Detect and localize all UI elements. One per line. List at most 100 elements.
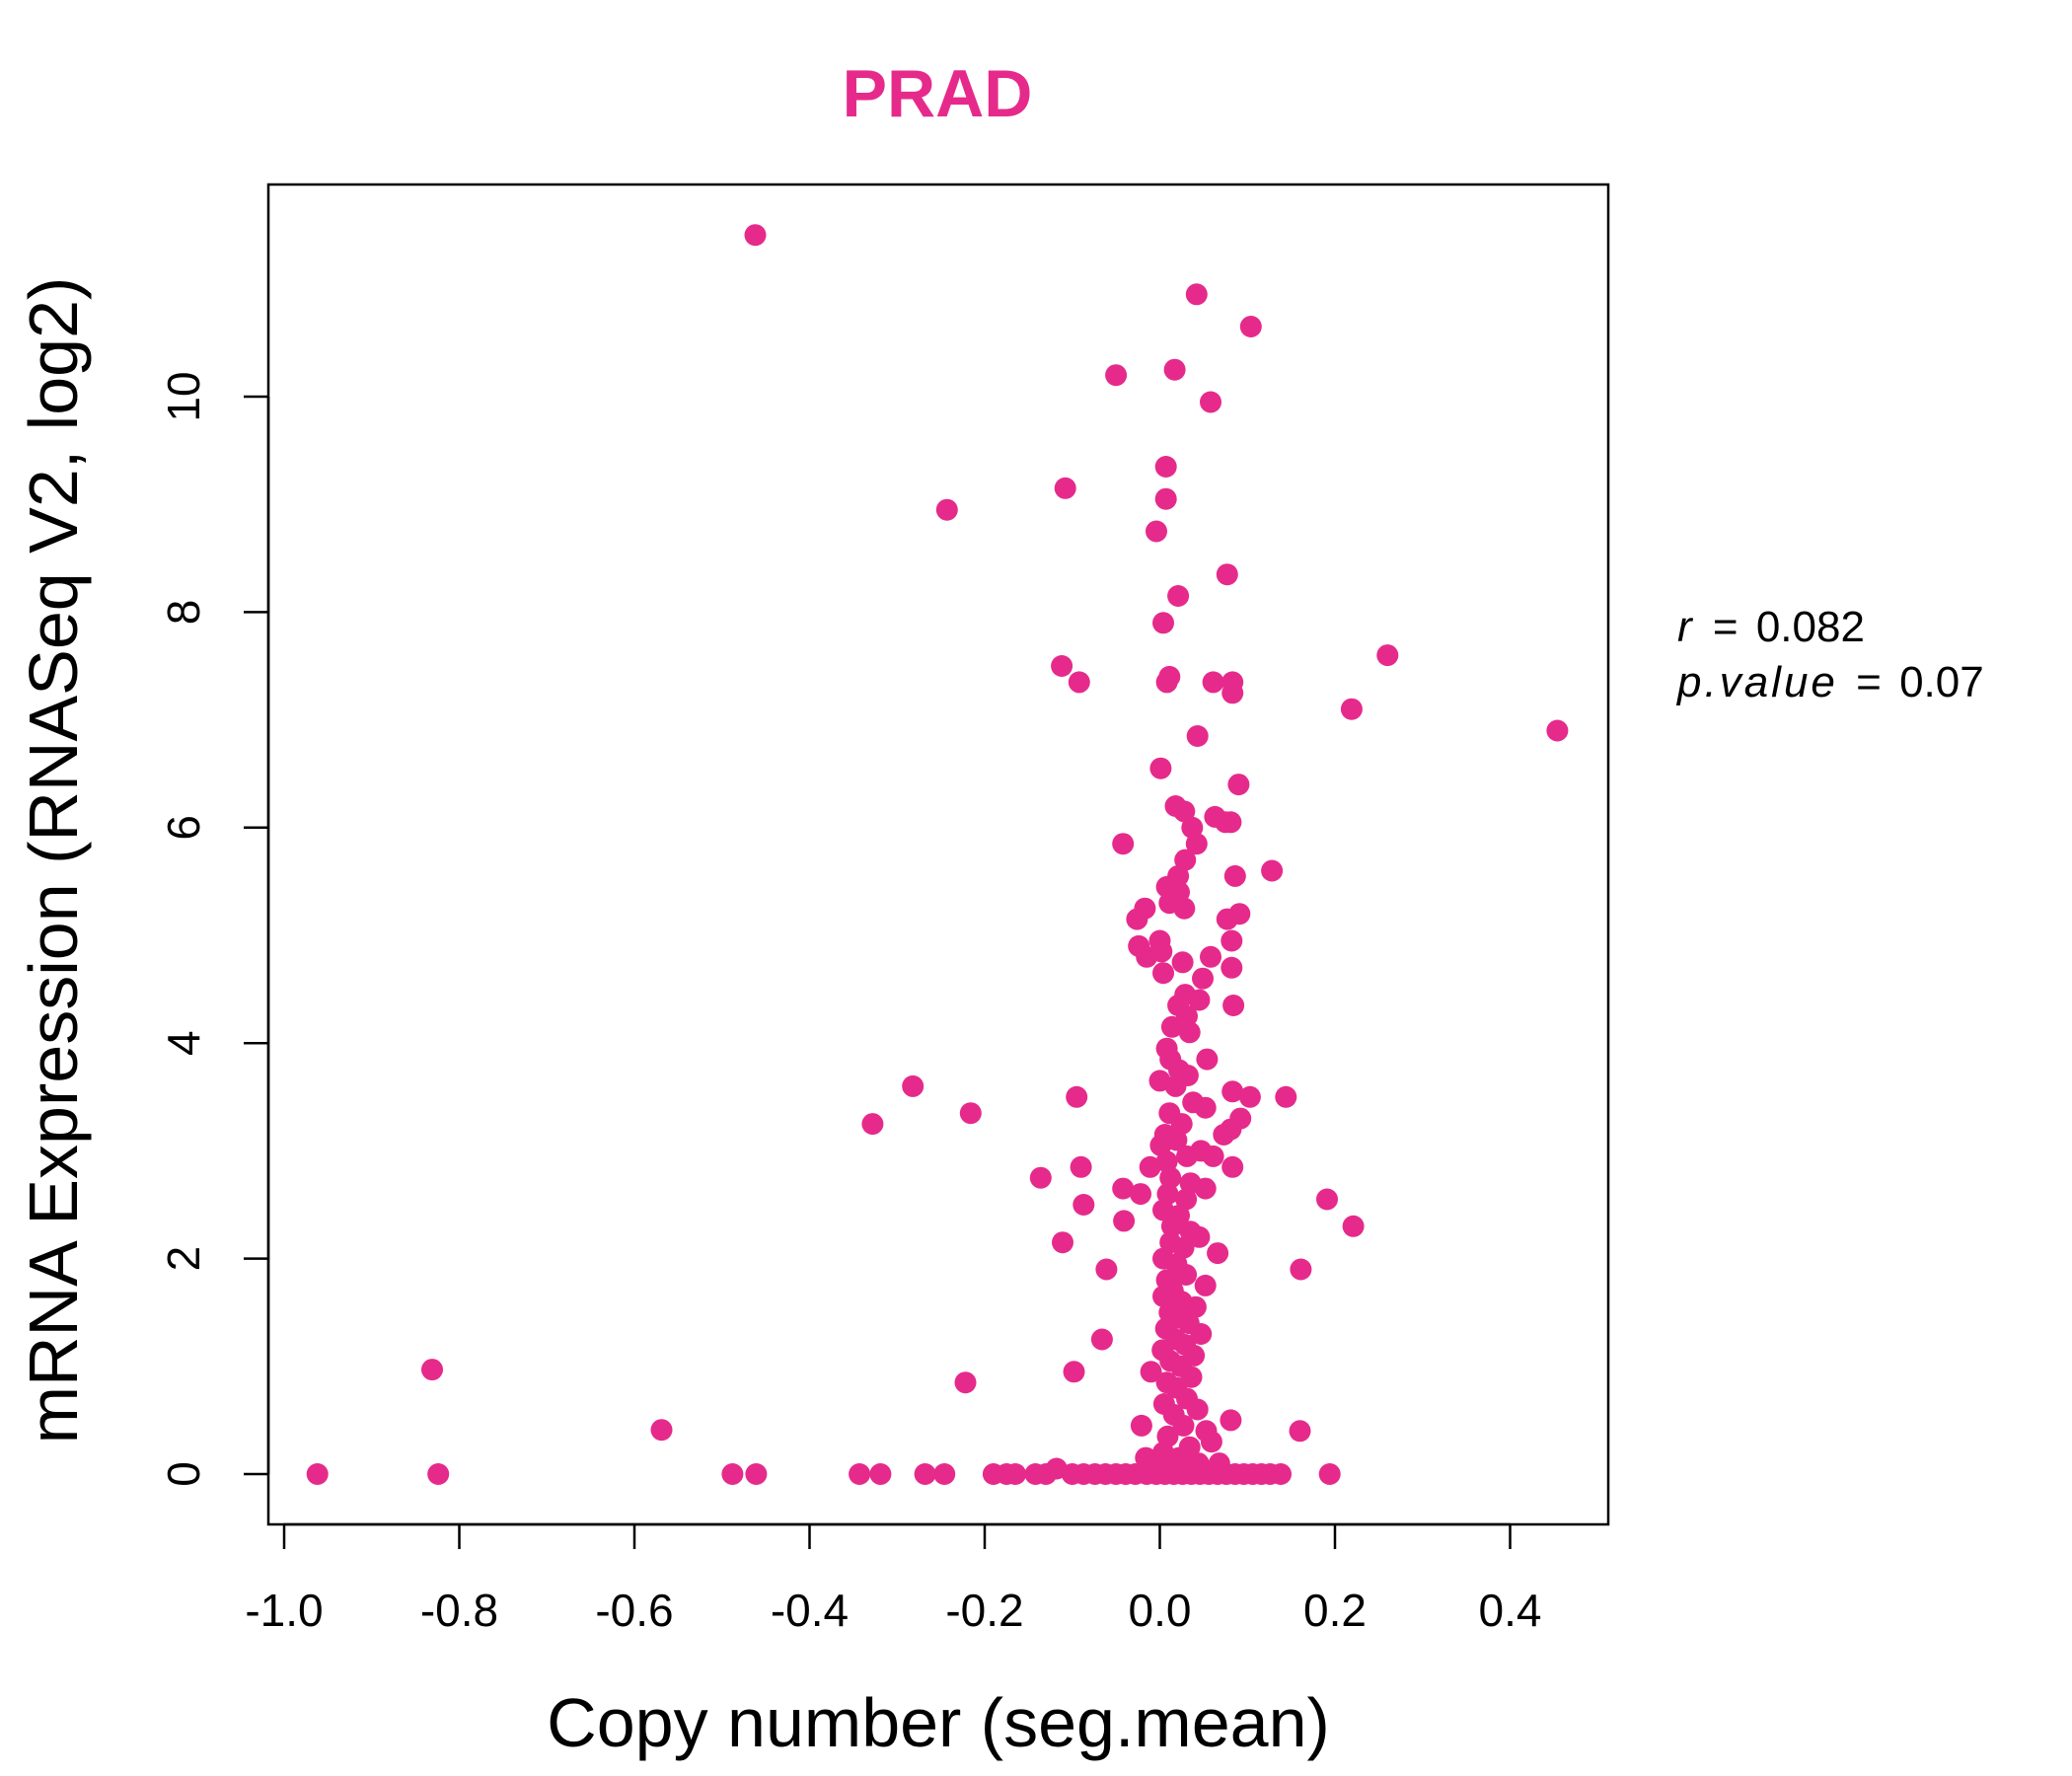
- data-point: [1105, 364, 1128, 387]
- data-point: [1188, 989, 1211, 1011]
- data-point: [1194, 1274, 1217, 1296]
- data-point: [421, 1359, 443, 1381]
- y-tick-label: 4: [158, 1030, 209, 1056]
- data-point: [1221, 1080, 1244, 1103]
- data-point: [1192, 967, 1214, 990]
- data-point: [1239, 316, 1262, 337]
- data-point: [1318, 1463, 1341, 1485]
- data-point: [1004, 1463, 1027, 1485]
- data-point: [1029, 1166, 1052, 1189]
- data-point: [1200, 945, 1221, 968]
- data-point: [1220, 811, 1242, 834]
- data-point: [1113, 1210, 1136, 1232]
- data-point: [1176, 1004, 1198, 1027]
- data-point: [1221, 682, 1244, 704]
- p-stat: p.value = 0.07: [1675, 658, 1984, 706]
- data-point: [1188, 1225, 1211, 1248]
- data-point: [1238, 1085, 1261, 1108]
- r-symbol: r: [1677, 603, 1695, 651]
- data-point: [1112, 1177, 1135, 1200]
- data-point: [1196, 1048, 1219, 1071]
- points-layer: [306, 224, 1569, 1485]
- data-point: [1222, 995, 1245, 1016]
- data-point: [935, 498, 958, 521]
- data-point: [1275, 1085, 1297, 1108]
- data-point: [1163, 358, 1186, 381]
- y-tick-label: 10: [158, 371, 209, 421]
- p-equals: =: [1856, 658, 1882, 706]
- data-point: [1154, 456, 1177, 478]
- data-point: [1155, 1150, 1178, 1173]
- data-point: [1207, 1242, 1229, 1265]
- data-point: [1185, 283, 1208, 306]
- p-symbol: p.value: [1675, 658, 1838, 706]
- p-value: 0.07: [1899, 658, 1984, 706]
- data-point: [1068, 671, 1090, 694]
- data-point: [1035, 1463, 1058, 1485]
- x-tick-label: -0.8: [420, 1585, 498, 1636]
- x-tick-label: 0.2: [1303, 1585, 1367, 1636]
- data-point: [1155, 671, 1178, 694]
- data-point: [1152, 962, 1174, 985]
- data-point: [1202, 671, 1224, 694]
- x-tick-label: -0.6: [595, 1585, 673, 1636]
- data-point: [1221, 929, 1243, 952]
- data-point: [1171, 951, 1194, 974]
- data-point: [1090, 1328, 1113, 1351]
- data-point: [1154, 487, 1177, 510]
- data-point: [1167, 585, 1190, 607]
- x-axis: -1.0 -0.8 -0.6 -0.4 -0.2 0.0 0.2 0.4: [245, 1522, 1541, 1636]
- data-point: [1376, 644, 1399, 667]
- data-point: [1159, 1166, 1182, 1189]
- data-point: [1184, 1295, 1207, 1318]
- data-point: [1051, 655, 1073, 677]
- r-stat: r = 0.082: [1677, 603, 1865, 651]
- y-tick-label: 8: [158, 600, 209, 626]
- data-point: [1342, 1215, 1365, 1237]
- data-point: [1190, 1323, 1213, 1345]
- data-point: [861, 1113, 884, 1136]
- data-point: [1546, 719, 1569, 742]
- data-point: [1140, 1361, 1162, 1383]
- data-point: [1173, 897, 1196, 920]
- data-point: [1175, 1264, 1198, 1286]
- data-point: [849, 1463, 871, 1485]
- x-tick-label: -0.4: [771, 1585, 849, 1636]
- data-point: [650, 1419, 673, 1442]
- data-point: [1223, 864, 1246, 887]
- data-point: [1095, 1258, 1118, 1281]
- data-point: [1216, 563, 1238, 586]
- data-point: [1175, 1188, 1198, 1211]
- data-point: [1070, 1155, 1092, 1178]
- data-point: [1180, 1366, 1203, 1388]
- data-point: [1149, 757, 1172, 779]
- x-axis-label: Copy number (seg.mean): [547, 1684, 1330, 1761]
- data-point: [1186, 1398, 1209, 1421]
- data-point: [1054, 477, 1076, 499]
- data-point: [1194, 1177, 1217, 1200]
- data-point: [1112, 833, 1135, 855]
- data-point: [1216, 908, 1238, 930]
- data-point: [1290, 1258, 1312, 1281]
- data-point: [954, 1371, 977, 1394]
- data-point: [1146, 520, 1167, 543]
- chart-title: PRAD: [843, 56, 1033, 131]
- data-point: [1073, 1194, 1095, 1216]
- data-point: [744, 224, 767, 247]
- y-axis: 0 2 4 6 8 10: [158, 371, 270, 1487]
- data-point: [1126, 908, 1148, 930]
- data-point: [1220, 1118, 1242, 1141]
- data-point: [1289, 1420, 1311, 1443]
- r-equals: =: [1713, 603, 1739, 651]
- y-tick-label: 2: [158, 1246, 209, 1272]
- data-point: [1172, 1414, 1195, 1437]
- data-point: [914, 1463, 936, 1485]
- y-axis-label: mRNA Expression (RNASeq V2, log2): [15, 277, 92, 1444]
- data-point: [1340, 698, 1363, 720]
- data-point: [1172, 1236, 1195, 1259]
- data-point: [1220, 1409, 1242, 1432]
- data-point: [306, 1463, 329, 1485]
- data-point: [1052, 1231, 1073, 1254]
